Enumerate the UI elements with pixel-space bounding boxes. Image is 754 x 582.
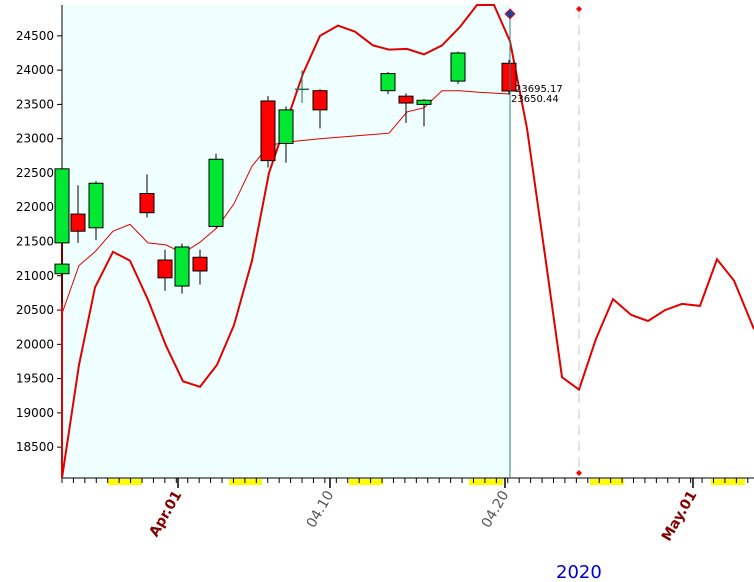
candle[interactable] (416, 98, 432, 127)
markers (504, 6, 582, 476)
y-tick-label: 20000 (16, 337, 54, 351)
weekend-marker (229, 479, 262, 485)
candle-body (208, 158, 224, 227)
history-shaded-region (62, 5, 510, 478)
candle[interactable] (192, 249, 208, 285)
y-tick-label: 24000 (16, 63, 54, 77)
candle[interactable] (295, 70, 309, 104)
candle[interactable] (157, 249, 173, 291)
candles (54, 51, 517, 304)
y-tick-label: 21000 (16, 269, 54, 283)
y-tick-label: 23500 (16, 97, 54, 111)
y-tick-label: 23000 (16, 132, 54, 146)
candle[interactable] (174, 243, 190, 294)
candle[interactable] (450, 51, 466, 84)
y-tick-label: 19500 (16, 372, 54, 386)
candle-body (312, 90, 328, 111)
upper-band-line (61, 4, 754, 479)
candle[interactable] (380, 72, 396, 95)
y-tick-label: 20500 (16, 303, 54, 317)
candle[interactable] (260, 96, 276, 168)
y-axis: 18500 19000 19500 20000 20500 21000 21500 22000… (16, 5, 63, 478)
cursor-marker[interactable] (504, 8, 516, 20)
candle[interactable] (278, 106, 294, 163)
candle-body (450, 52, 466, 82)
candle-body (174, 246, 190, 287)
candle[interactable] (70, 185, 86, 243)
value-annotation: 23695.17 (515, 84, 563, 95)
y-tick-label: 22000 (16, 200, 54, 214)
y-tick-label: 21500 (16, 235, 54, 249)
candle[interactable] (88, 181, 104, 241)
candle[interactable] (208, 153, 224, 228)
lower-band-line (61, 90, 511, 314)
candle-body (380, 73, 396, 92)
forecast-marker-bottom[interactable] (576, 470, 582, 476)
candle[interactable] (501, 59, 517, 95)
candle[interactable] (312, 89, 328, 129)
value-annotation: 23650.44 (511, 94, 559, 105)
candle-body (157, 259, 173, 279)
weekend-markers (108, 479, 745, 485)
candle[interactable] (54, 166, 70, 245)
year-label: 2020 (556, 562, 602, 582)
y-tick-label: 18500 (16, 440, 54, 454)
y-tick-label: 22500 (16, 166, 54, 180)
weekend-marker (590, 479, 624, 485)
y-tick-label: 24500 (16, 29, 54, 43)
candle-body (139, 193, 155, 214)
candle-body (278, 109, 294, 144)
weekend-marker (108, 479, 142, 485)
candle-body (54, 168, 70, 244)
candle-body (70, 213, 86, 232)
y-tick-label: 19000 (16, 406, 54, 420)
candle-body (192, 256, 208, 272)
candle-body (398, 95, 414, 104)
candle-body (260, 100, 276, 162)
candle-body (416, 99, 432, 105)
candle[interactable] (139, 174, 155, 218)
weekend-marker (469, 479, 503, 485)
weekend-marker (711, 479, 745, 485)
candle-body (54, 263, 70, 275)
candle-body (88, 182, 104, 229)
candle-body (501, 62, 517, 92)
forecast-marker-top[interactable] (576, 6, 582, 12)
candle[interactable] (398, 93, 414, 123)
weekend-marker (349, 479, 383, 485)
